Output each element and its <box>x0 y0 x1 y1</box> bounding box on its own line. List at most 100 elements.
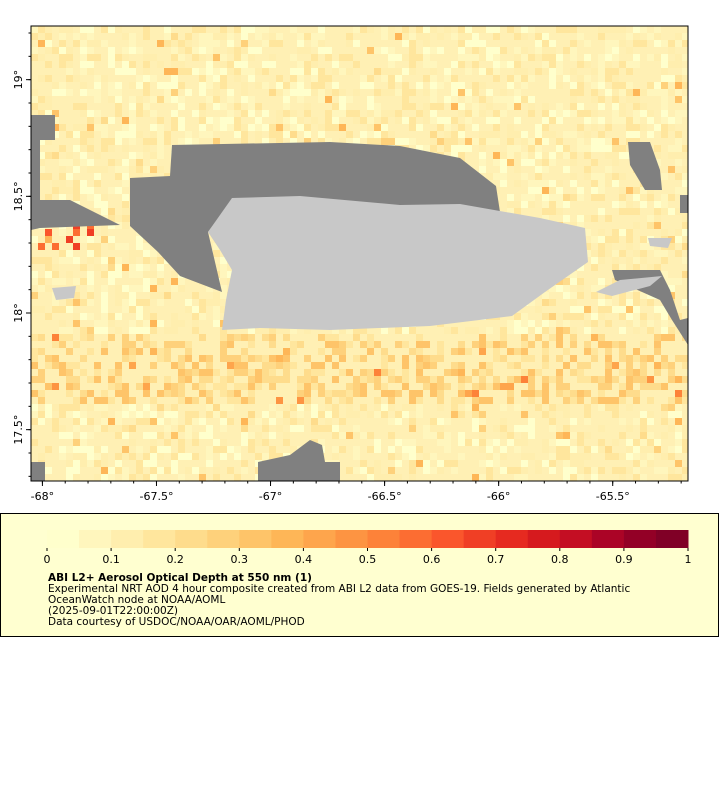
aod-cell <box>465 26 472 33</box>
aod-cell <box>143 257 150 264</box>
aod-cell <box>45 264 52 271</box>
aod-cell <box>535 460 542 467</box>
aod-cell <box>486 383 493 390</box>
aod-cell <box>472 61 479 68</box>
aod-cell <box>150 453 157 460</box>
aod-cell <box>647 264 654 271</box>
aod-cell <box>115 166 122 173</box>
aod-cell <box>626 313 633 320</box>
aod-cell <box>647 355 654 362</box>
aod-cell <box>633 222 640 229</box>
aod-cell <box>563 390 570 397</box>
aod-cell <box>297 68 304 75</box>
aod-cell <box>472 327 479 334</box>
aod-cell <box>458 61 465 68</box>
aod-cell <box>234 124 241 131</box>
aod-cell <box>598 250 605 257</box>
aod-cell <box>612 103 619 110</box>
aod-cell <box>542 152 549 159</box>
aod-cell <box>682 257 688 264</box>
aod-cell <box>353 425 360 432</box>
aod-cell <box>570 397 577 404</box>
aod-cell <box>619 40 626 47</box>
aod-cell <box>430 432 437 439</box>
aod-cell <box>633 124 640 131</box>
aod-cell <box>668 152 675 159</box>
aod-cell <box>570 180 577 187</box>
aod-cell <box>647 327 654 334</box>
aod-cell <box>591 376 598 383</box>
aod-cell <box>332 68 339 75</box>
aod-cell <box>465 390 472 397</box>
aod-cell <box>584 131 591 138</box>
aod-cell <box>612 250 619 257</box>
aod-cell <box>199 103 206 110</box>
aod-cell <box>570 306 577 313</box>
aod-cell <box>395 75 402 82</box>
aod-cell <box>346 390 353 397</box>
aod-cell <box>619 313 626 320</box>
aod-cell <box>472 425 479 432</box>
aod-cell <box>178 47 185 54</box>
aod-cell <box>549 376 556 383</box>
aod-cell <box>101 285 108 292</box>
aod-cell <box>640 439 647 446</box>
aod-cell <box>346 33 353 40</box>
aod-cell <box>115 26 122 33</box>
aod-cell <box>213 467 220 474</box>
aod-cell <box>283 439 290 446</box>
aod-cell <box>115 222 122 229</box>
aod-cell <box>38 334 45 341</box>
aod-cell <box>73 187 80 194</box>
aod-cell <box>213 61 220 68</box>
aod-cell <box>675 54 682 61</box>
aod-cell <box>262 425 269 432</box>
aod-cell <box>500 355 507 362</box>
aod-cell <box>388 138 395 145</box>
aod-cell <box>577 138 584 145</box>
aod-cell <box>591 264 598 271</box>
aod-cell <box>108 82 115 89</box>
aod-cell <box>521 390 528 397</box>
aod-cell <box>584 152 591 159</box>
aod-cell <box>269 446 276 453</box>
aod-cell <box>122 355 129 362</box>
aod-cell <box>423 453 430 460</box>
aod-cell <box>402 40 409 47</box>
aod-cell <box>269 376 276 383</box>
aod-cell <box>129 138 136 145</box>
aod-cell <box>563 453 570 460</box>
aod-cell <box>444 369 451 376</box>
aod-cell <box>234 54 241 61</box>
aod-cell <box>465 96 472 103</box>
aod-cell <box>143 271 150 278</box>
aod-cell <box>535 334 542 341</box>
aod-cell <box>654 334 661 341</box>
aod-cell <box>66 369 73 376</box>
aod-cell <box>493 26 500 33</box>
aod-cell <box>297 390 304 397</box>
aod-cell <box>514 75 521 82</box>
aod-cell <box>507 61 514 68</box>
aod-cell <box>633 208 640 215</box>
aod-cell <box>150 124 157 131</box>
aod-cell <box>521 75 528 82</box>
aod-cell <box>297 397 304 404</box>
aod-cell <box>458 110 465 117</box>
aod-cell <box>598 131 605 138</box>
aod-cell <box>640 425 647 432</box>
aod-cell <box>206 96 213 103</box>
aod-cell <box>612 453 619 460</box>
aod-cell <box>591 474 598 481</box>
aod-cell <box>668 145 675 152</box>
aod-cell <box>479 82 486 89</box>
aod-cell <box>528 138 535 145</box>
aod-cell <box>416 397 423 404</box>
aod-cell <box>227 124 234 131</box>
aod-cell <box>171 61 178 68</box>
aod-cell <box>297 82 304 89</box>
aod-cell <box>143 26 150 33</box>
colorbar-tick-label: 0 <box>44 553 51 566</box>
aod-cell <box>402 26 409 33</box>
aod-cell <box>290 124 297 131</box>
